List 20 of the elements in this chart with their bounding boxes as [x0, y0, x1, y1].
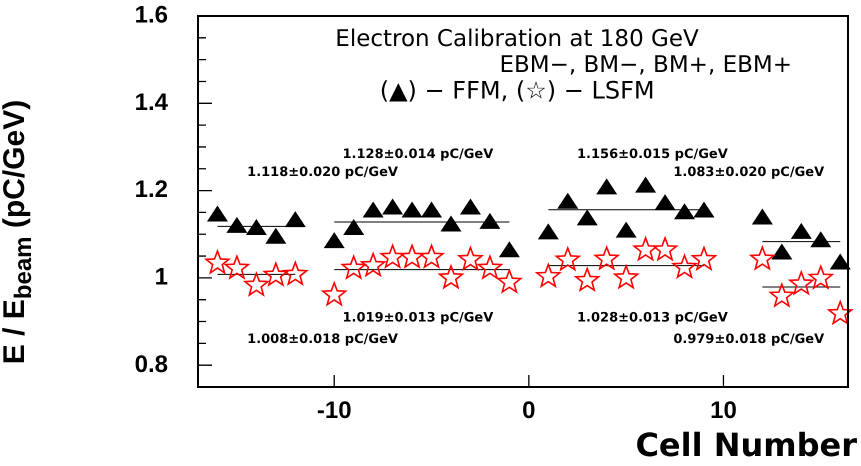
- y-tick-label: 1: [154, 264, 168, 291]
- annotation: 1.083±0.020 pC/GeV: [673, 165, 824, 180]
- annotation: 0.979±0.018 pC/GeV: [673, 332, 824, 347]
- y-tick-label: 1.4: [134, 88, 169, 116]
- chart-title: Electron Calibration at 180 GeV: [335, 26, 699, 52]
- annotation: 1.156±0.015 pC/GeV: [577, 147, 728, 162]
- annotation: 1.128±0.014 pC/GeV: [342, 147, 494, 162]
- x-axis-title: Cell Number: [635, 426, 857, 464]
- annotation: 1.019±0.013 pC/GeV: [342, 310, 494, 326]
- text: EBM−, BM−, BM+, EBM+: [499, 52, 792, 78]
- annotation: 1.118±0.020 pC/GeV: [247, 165, 398, 180]
- y-tick-label: 1.2: [134, 176, 168, 204]
- annotation: (▲) − FFM, (☆) − LSFM: [380, 76, 655, 105]
- x-tick-label: -10: [316, 397, 352, 424]
- x-tick-label: 10: [710, 397, 737, 424]
- annotation: 1.008±0.018 pC/GeV: [247, 332, 398, 347]
- y-tick-label: 0.8: [134, 350, 168, 378]
- annotation: 1.028±0.013 pC/GeV: [577, 310, 728, 326]
- x-tick-label: 0: [522, 397, 536, 424]
- y-tick-label: 1.6: [134, 2, 168, 29]
